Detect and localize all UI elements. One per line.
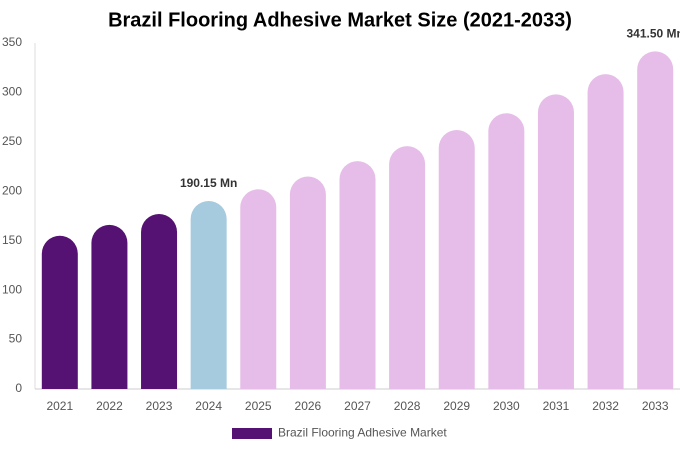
chart-title: Brazil Flooring Adhesive Market Size (20… (108, 9, 572, 31)
x-tick-label: 2031 (543, 399, 570, 413)
value-label: 341.50 Mn (627, 27, 680, 41)
value-label: 190.15 Mn (180, 176, 237, 190)
bar (190, 201, 227, 389)
y-tick-label: 150 (2, 233, 22, 247)
bar (637, 51, 674, 389)
x-tick-label: 2030 (493, 399, 520, 413)
y-tick-label: 100 (2, 282, 22, 296)
x-tick-label: 2027 (344, 399, 371, 413)
x-tick-label: 2032 (592, 399, 619, 413)
x-tick-label: 2029 (443, 399, 470, 413)
bar (389, 146, 426, 389)
bar (537, 94, 574, 390)
bar (240, 189, 277, 389)
bar (488, 113, 525, 389)
x-tick-label: 2023 (146, 399, 173, 413)
x-tick-label: 2022 (96, 399, 123, 413)
bar (339, 161, 376, 389)
bar (289, 176, 326, 389)
x-tick-label: 2021 (46, 399, 73, 413)
x-tick-label: 2025 (245, 399, 272, 413)
x-tick-label: 2033 (642, 399, 669, 413)
y-tick-label: 300 (2, 85, 22, 99)
x-tick-label: 2024 (195, 399, 222, 413)
y-tick-label: 200 (2, 183, 22, 197)
y-tick-label: 250 (2, 134, 22, 148)
y-tick-label: 350 (2, 35, 22, 49)
legend-label: Brazil Flooring Adhesive Market (278, 426, 447, 440)
bar (141, 214, 178, 389)
bar (587, 74, 624, 389)
y-tick-label: 50 (9, 332, 23, 346)
x-tick-label: 2026 (295, 399, 322, 413)
bar (91, 224, 128, 389)
bar (41, 235, 78, 389)
legend-swatch (232, 428, 272, 439)
bar (438, 129, 475, 389)
x-tick-label: 2028 (394, 399, 421, 413)
y-tick-label: 0 (15, 381, 22, 395)
